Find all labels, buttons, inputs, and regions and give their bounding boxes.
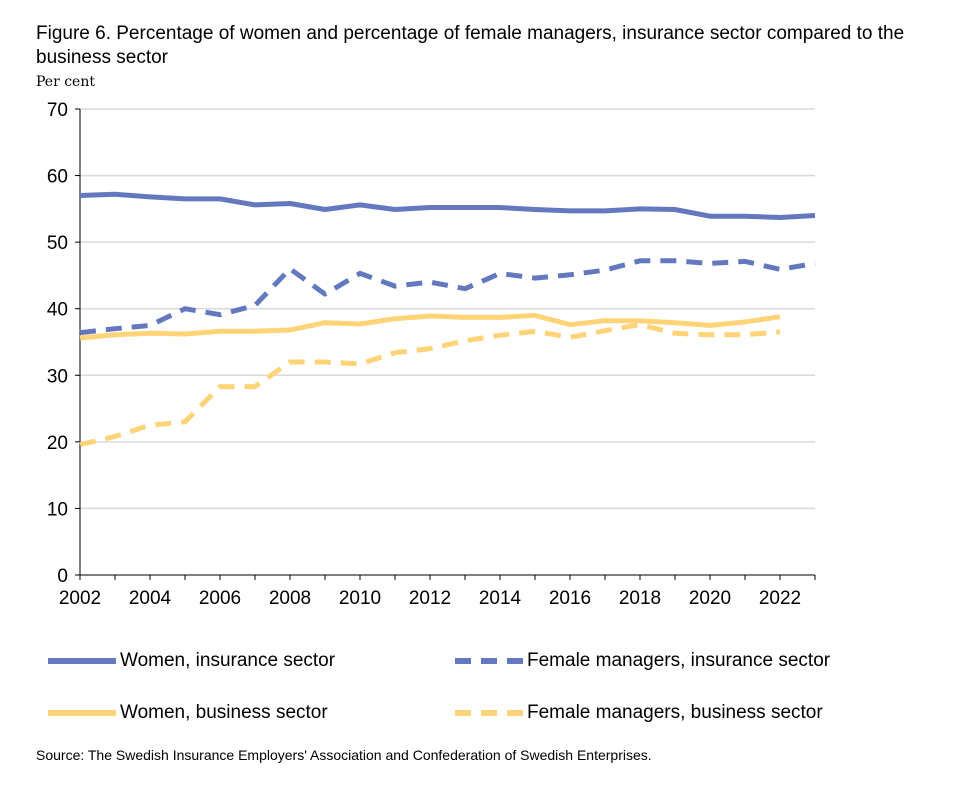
legend-item-managers-business: Female managers, business sector <box>455 702 823 724</box>
legend-swatch <box>455 658 523 664</box>
x-tick-label: 2006 <box>199 588 241 609</box>
y-tick-label: 70 <box>47 100 68 121</box>
x-tick-label: 2010 <box>339 588 381 609</box>
legend-swatch <box>455 710 523 716</box>
y-tick-label: 0 <box>57 566 68 587</box>
legend-item-women-business: Women, business sector <box>48 702 328 724</box>
x-tick-label: 2022 <box>759 588 801 609</box>
x-tick-label: 2012 <box>409 588 451 609</box>
x-tick-label: 2018 <box>619 588 661 609</box>
series-line-1 <box>79 258 816 336</box>
legend-item-women-insurance: Women, insurance sector <box>48 650 335 672</box>
legend-label: Female managers, business sector <box>527 702 823 723</box>
legend-label: Women, insurance sector <box>120 650 336 671</box>
series-line-0 <box>79 191 816 220</box>
x-tick-label: 2002 <box>59 588 101 609</box>
y-axis-label: Per cent <box>36 74 95 90</box>
y-tick-label: 10 <box>47 499 68 520</box>
legend-item-managers-insurance: Female managers, insurance sector <box>455 650 830 672</box>
x-tick-label: 2020 <box>689 588 731 609</box>
y-tick-label: 60 <box>47 167 68 188</box>
legend-label: Female managers, insurance sector <box>527 650 831 671</box>
line-chart: 0 10 20 30 40 50 60 70 2002 2004 2006 2008 2010 2012 2… <box>47 100 816 609</box>
x-tick-label: 2014 <box>479 588 522 609</box>
series-line-3 <box>79 322 781 447</box>
legend-swatch <box>48 658 116 664</box>
y-tick-label: 50 <box>47 233 68 254</box>
source-note: Source: The Swedish Insurance Employers'… <box>36 747 652 763</box>
x-tick-label: 2016 <box>549 588 591 609</box>
series-line-2 <box>79 312 781 341</box>
x-tick-label: 2008 <box>269 588 311 609</box>
legend-swatch <box>48 710 116 716</box>
legend-label: Women, business sector <box>120 702 328 723</box>
x-tick-label: 2004 <box>129 588 172 609</box>
y-tick-label: 20 <box>47 433 68 454</box>
y-tick-label: 30 <box>47 366 68 387</box>
y-tick-label: 40 <box>47 300 68 321</box>
chart-title: Figure 6. Percentage of women and percen… <box>36 23 905 68</box>
